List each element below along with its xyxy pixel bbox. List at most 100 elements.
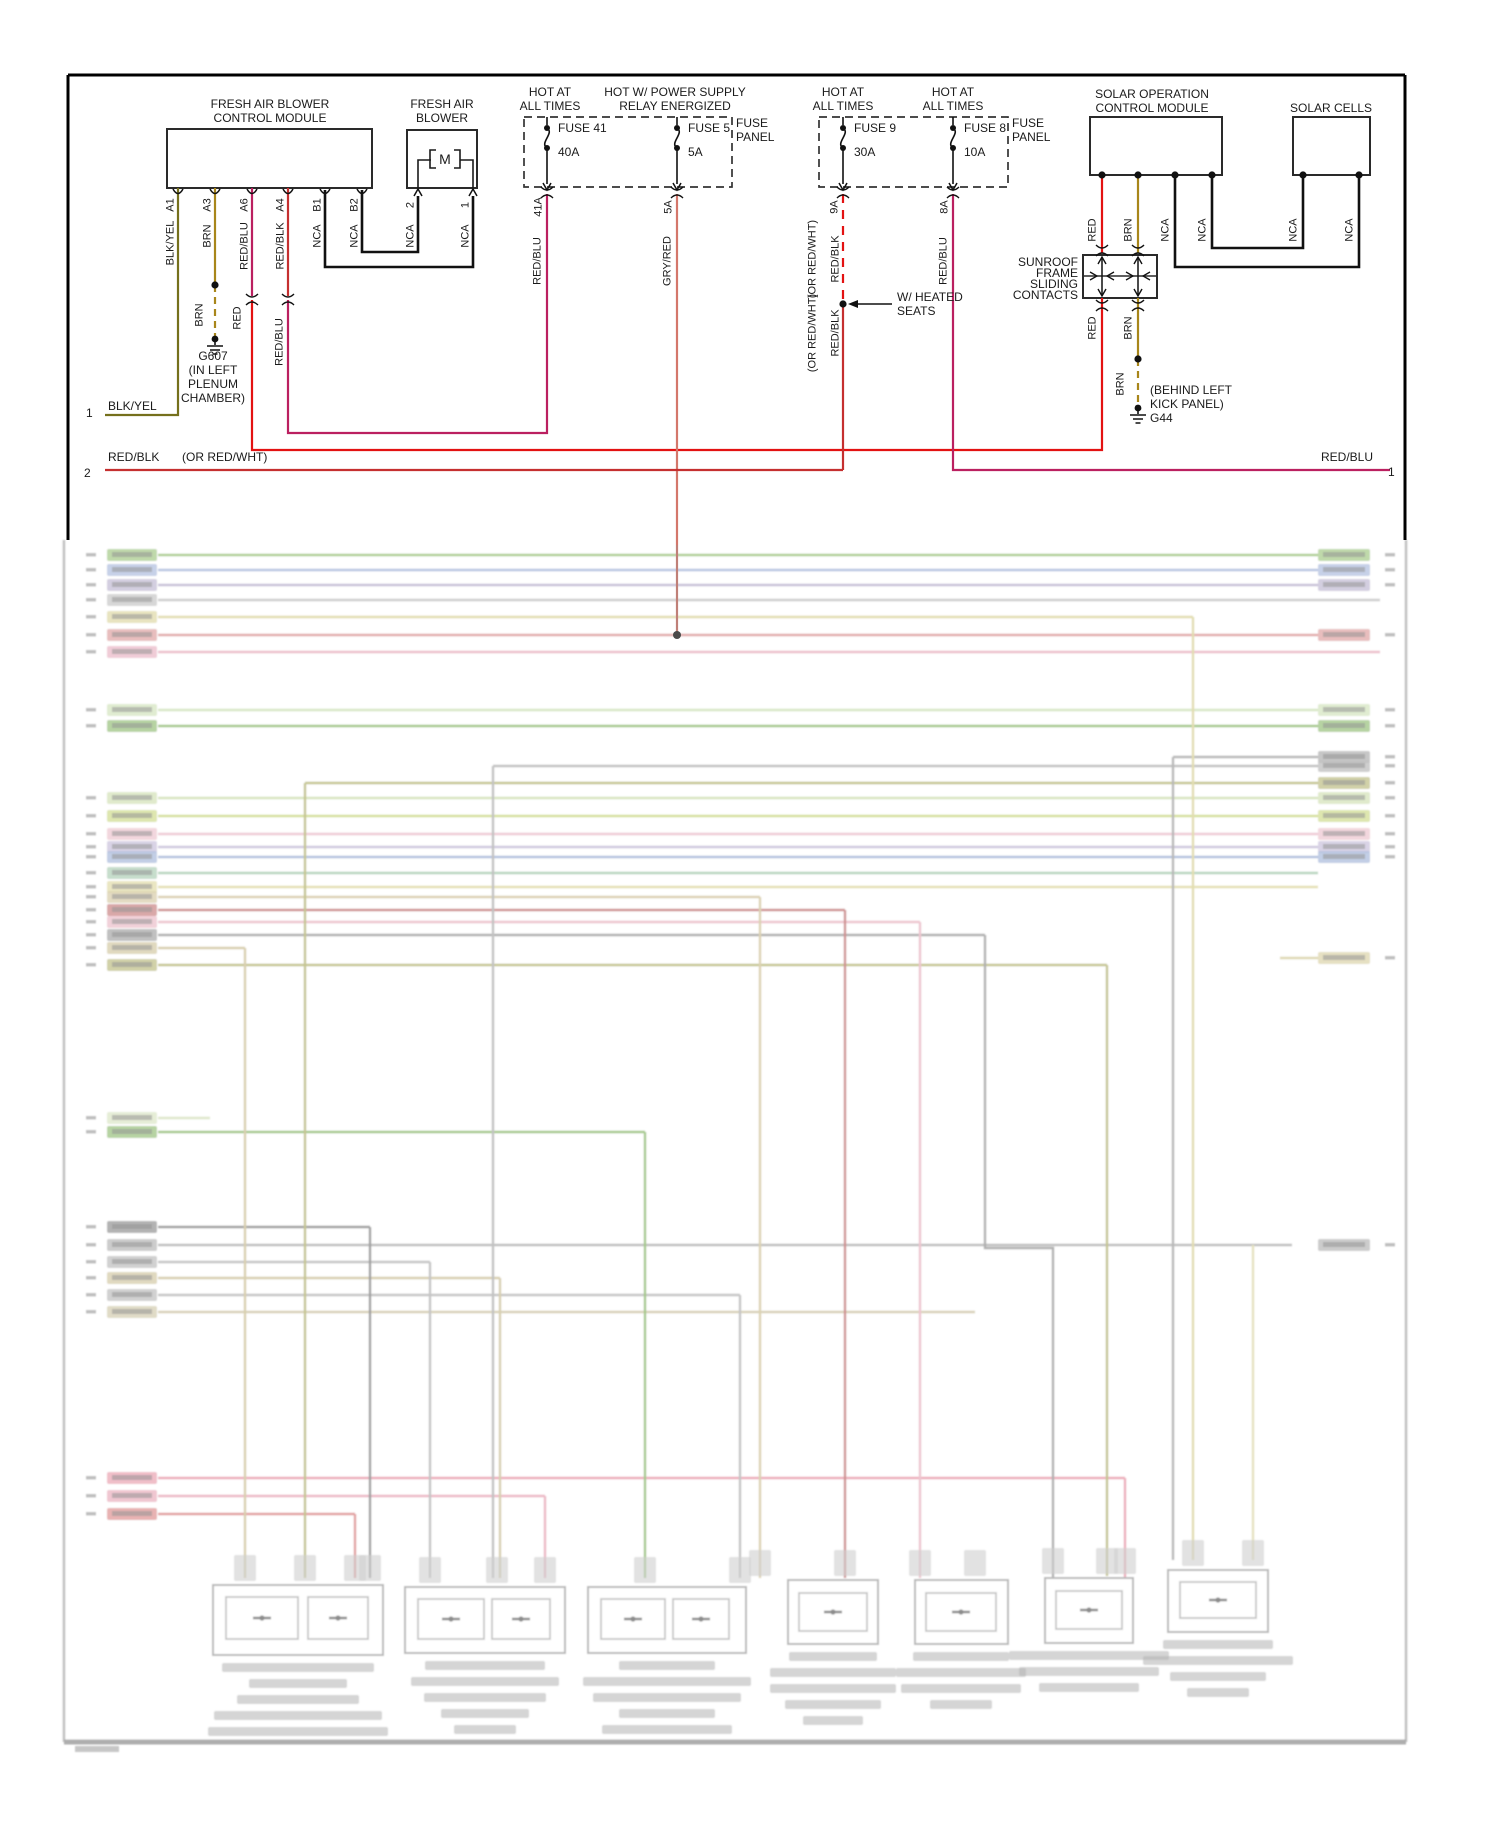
faded-caption-line [901, 1684, 1021, 1693]
faded-label-text [112, 854, 152, 859]
inline-connector-icon [245, 293, 259, 306]
label-exits-right1_label: RED/BLU [1320, 450, 1374, 464]
wire-nca-cells-inner [1210, 175, 1305, 250]
arrow-down-icon [1097, 288, 1107, 298]
faded-lower-page [62, 540, 1408, 1752]
faded-label-text [1323, 582, 1365, 587]
faded-label-text [112, 919, 152, 924]
label-fuses-2-wire: RED/BLK [829, 309, 842, 357]
faded-pin-number [86, 1310, 96, 1314]
faded-label-text [1323, 754, 1365, 759]
faded-connector-chip [234, 1555, 256, 1581]
faded-pin-number [86, 1225, 96, 1229]
faded-label-text [1323, 632, 1365, 637]
inline-connector-icon [1131, 299, 1145, 312]
pin-socket-icon [209, 188, 221, 195]
faded-caption-line [770, 1668, 896, 1677]
label-titles-blower-0: FRESH AIR [410, 97, 474, 111]
faded-contact-dot [259, 1615, 265, 1621]
faded-label-text [1323, 707, 1365, 712]
fuse-element [949, 127, 957, 149]
label-titles-fabcm-0: FRESH AIR BLOWER [210, 97, 330, 111]
label-cells_wires-0: NCA [1287, 218, 1300, 242]
faded-connector-chip [729, 1557, 751, 1583]
junction-dot [1134, 171, 1142, 179]
faded-pin-number [86, 1260, 96, 1264]
inline-connector-icon [946, 186, 960, 199]
label-fuses-3-amps: 10A [964, 145, 986, 159]
faded-component-sub [307, 1596, 369, 1640]
faded-label-text [112, 1511, 152, 1516]
fresh-air-blower-box [406, 129, 478, 189]
label-module_wires-0: BLK/YEL [164, 220, 177, 266]
faded-label-text [1323, 831, 1365, 836]
wire-nca-b1 [323, 190, 475, 269]
label-fuses-2-alt: (OR RED/WHT) [806, 219, 819, 299]
wire-redblu-a4 [286, 194, 549, 435]
label-mid_wires-red: RED [231, 306, 244, 330]
label-module_pins-0: A1 [164, 198, 177, 212]
faded-label-text [112, 1224, 152, 1229]
faded-label-text [112, 567, 152, 572]
label-exits-left1_label: BLK/YEL [108, 399, 157, 413]
faded-contact-dot [630, 1616, 636, 1622]
faded-pin-number [86, 832, 96, 836]
faded-pin-number [86, 615, 96, 619]
fresh-air-blower-control-module-box [166, 128, 373, 189]
faded-caption-line [619, 1661, 715, 1670]
arrow-in-icon [413, 187, 423, 197]
label-contacts_lower-0: RED [1086, 316, 1099, 340]
label-mid_wires-redblu: RED/BLU [273, 318, 286, 366]
label-titles-contacts-0: SUNROOF [1018, 255, 1078, 269]
label-fuses-1-label: FUSE 5 [688, 121, 731, 135]
label-titles-contacts-1: FRAME [1036, 266, 1078, 280]
faded-connector-chip [1182, 1540, 1204, 1566]
faded-component-sub [672, 1598, 730, 1640]
faded-pin-number [86, 908, 96, 912]
faded-label-text [112, 1259, 152, 1264]
faded-caption-line [237, 1695, 359, 1704]
faded-caption-line [896, 1668, 1026, 1677]
faded-pin-number [1385, 781, 1395, 785]
faded-pin-number [86, 946, 96, 950]
faded-label-text [112, 907, 152, 912]
label-fuses-0-label: FUSE 41 [558, 121, 607, 135]
faded-caption-line [593, 1693, 741, 1702]
faded-pin-number [86, 1116, 96, 1120]
faded-label-text [112, 582, 152, 587]
label-fuses-1-pin: 5A [662, 200, 675, 214]
inline-connector-icon [670, 186, 684, 199]
label-titles-solar_module-0: SOLAR OPERATION [1095, 87, 1209, 101]
fuse-element [673, 127, 681, 149]
label-titles-motor: M [439, 151, 451, 167]
pin-socket-icon [246, 188, 258, 195]
label-blower_wires-1: NCA [459, 224, 472, 248]
label-module_pins-2: A6 [238, 198, 251, 212]
label-grounds-g607-3: CHAMBER) [180, 391, 246, 405]
faded-caption-line [789, 1652, 877, 1661]
faded-pin-number [1385, 814, 1395, 818]
faded-contact-dot [1086, 1607, 1092, 1613]
faded-pin-number [86, 553, 96, 557]
top-wiring-section [66, 73, 1407, 639]
label-contacts_lower-1: BRN [1122, 316, 1135, 340]
faded-component-sub [1055, 1590, 1123, 1630]
motor-symbol [417, 149, 474, 188]
faded-pin-number [86, 1130, 96, 1134]
faded-pin-number [1385, 764, 1395, 768]
faded-connector-chip [1096, 1548, 1118, 1574]
label-exits-left2_alt: (OR RED/WHT) [182, 450, 268, 464]
faded-label-text [112, 813, 152, 818]
label-module_wires-4: NCA [311, 224, 324, 248]
faded-pin-number [1385, 708, 1395, 712]
label-headers-hot-0: HOT AT [931, 85, 975, 99]
label-module_wires-3: RED/BLK [274, 222, 287, 270]
faded-label-text [112, 597, 152, 602]
faded-pin-number [86, 920, 96, 924]
faded-label-text [112, 870, 152, 875]
faded-contact-dot [698, 1616, 704, 1622]
label-fuses-0-amps: 40A [558, 145, 580, 159]
faded-pin-number [86, 1276, 96, 1280]
wire-nca-cells-outer [1173, 175, 1361, 269]
